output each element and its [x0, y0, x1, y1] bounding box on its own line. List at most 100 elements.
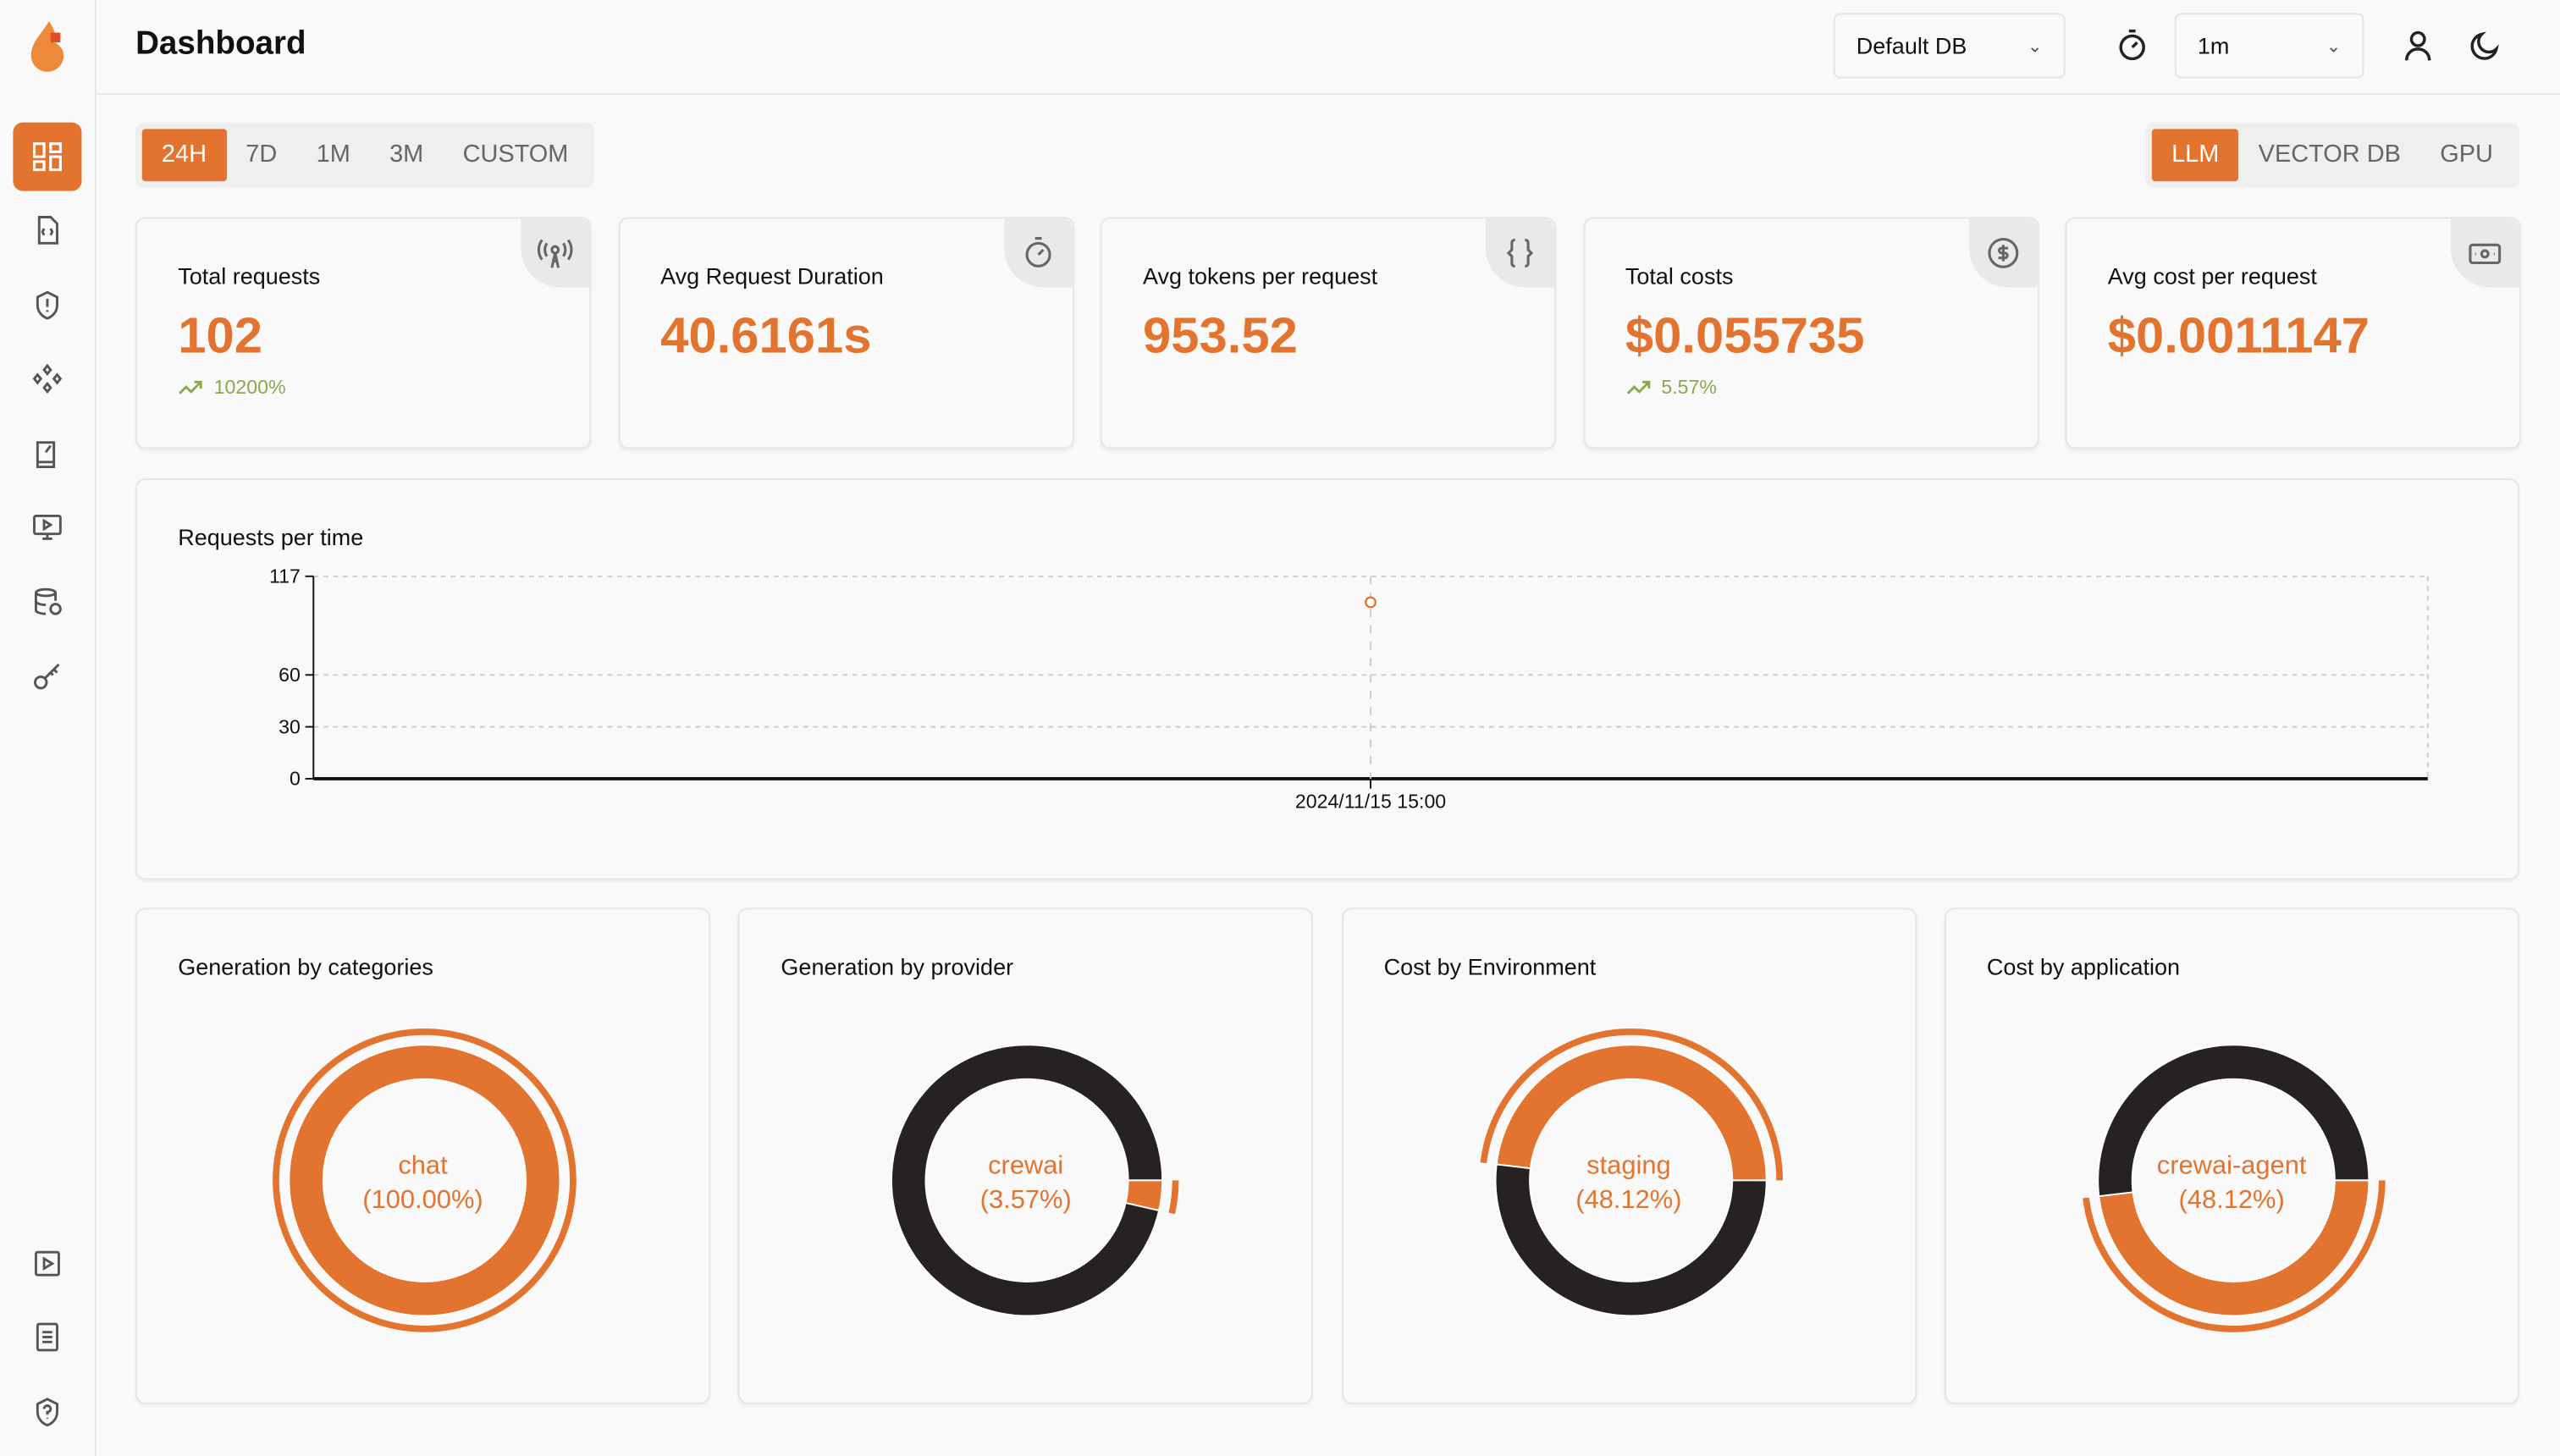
donut-chart — [2082, 1044, 2386, 1332]
stat-card: Avg Request Duration 40.6161s — [617, 217, 1074, 449]
stat-card: Avg cost per request $0.0011147 — [2065, 217, 2521, 449]
stat-label: Avg cost per request — [2107, 262, 2317, 290]
chart-title: Cost by Environment — [1383, 953, 1597, 980]
pie-slice[interactable] — [2097, 1044, 2370, 1198]
data-point — [1365, 596, 1377, 609]
monitor-play-icon — [33, 514, 62, 540]
donut-active-label: crewai-agent — [2156, 1152, 2307, 1181]
stat-trend: 10200% — [178, 376, 286, 399]
timer-icon — [1024, 237, 1051, 267]
timer-refresh-icon[interactable] — [2114, 28, 2149, 63]
sidebar-item-dashboard[interactable] — [13, 122, 82, 191]
refresh-interval-select[interactable]: 1m ⌄ — [2174, 13, 2364, 79]
pie-slice[interactable] — [288, 1044, 561, 1317]
notebook-pen-icon — [36, 441, 56, 469]
play-square-icon — [34, 1250, 60, 1277]
stat-value: 40.6161s — [660, 306, 872, 365]
tab-gpu[interactable]: GPU — [2440, 140, 2493, 168]
logo-icon[interactable] — [28, 19, 70, 72]
sidebar-item-openground[interactable] — [13, 493, 81, 561]
sidebar-item-databases[interactable] — [13, 568, 81, 637]
requests-per-time-card: Requests per time 0 30 60 117 2024/11/15 15:… — [135, 478, 2519, 880]
chevron-down-icon: ⌄ — [2326, 36, 2342, 57]
donut-active-percent: (3.57%) — [979, 1187, 1072, 1215]
y-tick-label: 60 — [279, 664, 301, 686]
broadcast-tower-icon — [537, 239, 573, 268]
stat-label: Total requests — [178, 262, 321, 290]
donut-active-percent: (48.12%) — [1575, 1187, 1682, 1215]
header: Dashboard Default DB ⌄ 1m ⌄ — [96, 0, 2560, 95]
shield-question-icon — [36, 1398, 58, 1427]
sidebar-item-prompts[interactable] — [13, 420, 81, 488]
stat-value: 102 — [178, 306, 262, 365]
tab-24h[interactable]: 24H — [141, 129, 227, 182]
tab-custom[interactable]: CUSTOM — [462, 140, 569, 168]
donut-card: Generation by categories chat (100.00%) — [135, 907, 710, 1404]
pie-slice[interactable] — [2098, 1179, 2370, 1317]
stat-value: $0.0011147 — [2107, 306, 2370, 365]
banknote-icon — [2469, 243, 2502, 265]
donut-active-percent: (48.12%) — [2178, 1187, 2285, 1215]
active-slice-outline — [1168, 1180, 1180, 1215]
database-icon — [34, 587, 62, 615]
chart-title: Generation by categories — [178, 953, 433, 980]
chart-title: Requests per time — [178, 524, 364, 550]
trending-up-icon — [179, 380, 202, 394]
database-select-value: Default DB — [1856, 32, 1967, 59]
y-tick-label: 30 — [279, 715, 301, 737]
stat-trend: 5.57% — [1625, 376, 1717, 399]
donut-card: Cost by application crewai-agent (48.12%… — [1944, 907, 2519, 1404]
grid-icon — [32, 142, 62, 172]
components-icon — [32, 363, 63, 394]
shield-alert-icon — [36, 290, 58, 320]
donut-card: Cost by Environment staging (48.12%) — [1341, 907, 1917, 1404]
stat-trend-value: 5.57% — [1661, 375, 1717, 399]
stat-label: Avg tokens per request — [1142, 262, 1378, 290]
tab-llm[interactable]: LLM — [2151, 129, 2239, 182]
donut-chart — [273, 1028, 577, 1332]
database-select[interactable]: Default DB ⌄ — [1833, 13, 2066, 79]
donut-card: Generation by provider crewai (3.57%) — [738, 907, 1314, 1404]
sidebar-item-guardrails[interactable] — [13, 271, 81, 339]
stat-card: Avg tokens per request 953.52 — [1100, 217, 1556, 449]
pie-slice[interactable] — [891, 1044, 1164, 1317]
tab-vector-db[interactable]: VECTOR DB — [2258, 140, 2401, 168]
chevron-down-icon: ⌄ — [2027, 36, 2043, 57]
sidebar-item-api-keys[interactable] — [13, 642, 81, 710]
tab-7d[interactable]: 7D — [246, 140, 278, 168]
trending-up-icon — [1625, 380, 1650, 394]
donut-active-label: staging — [1586, 1152, 1671, 1181]
pie-slice[interactable] — [1494, 1044, 1767, 1182]
file-code-icon — [37, 216, 58, 245]
donut-chart — [1479, 1028, 1783, 1317]
stat-card: Total requests 102 10200% — [135, 217, 592, 449]
refresh-interval-value: 1m — [2197, 32, 2230, 59]
y-tick-label: 0 — [290, 768, 301, 790]
tab-3m[interactable]: 3M — [389, 140, 424, 168]
pie-slice[interactable] — [1493, 1163, 1767, 1317]
sidebar — [0, 0, 97, 1456]
sidebar-item-requests[interactable] — [13, 196, 81, 264]
time-range-tabs: 24H 7D 1M 3M CUSTOM — [135, 122, 595, 188]
x-tick-label: 2024/11/15 15:00 — [1295, 791, 1446, 813]
donut-active-percent: (100.00%) — [362, 1187, 483, 1215]
sidebar-item-docs[interactable] — [13, 1303, 81, 1371]
key-icon — [34, 663, 60, 690]
stat-label: Avg Request Duration — [660, 262, 884, 290]
braces-icon — [1506, 238, 1534, 267]
requests-line-chart: 0 30 60 117 2024/11/15 15:00 — [269, 565, 2429, 813]
y-tick-label: 117 — [269, 565, 301, 587]
moon-icon[interactable] — [2467, 28, 2502, 63]
dollar-circle-icon — [1987, 237, 2018, 268]
sidebar-item-components[interactable] — [13, 345, 81, 413]
donut-chart — [891, 1044, 1180, 1317]
stat-value: $0.055735 — [1625, 306, 1865, 365]
pie-slice[interactable] — [1125, 1179, 1164, 1212]
sidebar-item-help[interactable] — [13, 1378, 81, 1447]
tab-1m[interactable]: 1M — [316, 140, 350, 168]
chart-title: Generation by provider — [781, 953, 1014, 980]
document-icon — [36, 1322, 58, 1352]
user-icon[interactable] — [2400, 28, 2436, 63]
mode-tabs: LLM VECTOR DB GPU — [2145, 122, 2519, 188]
sidebar-item-video[interactable] — [13, 1229, 81, 1298]
